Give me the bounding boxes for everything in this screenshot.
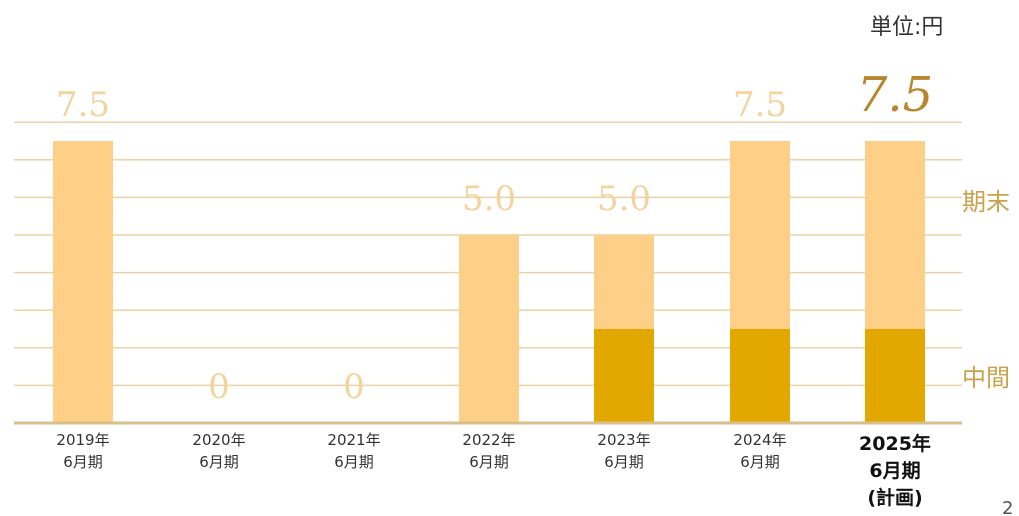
x-tick-label: 6月期: [199, 453, 239, 471]
x-tick-label: (計画): [867, 486, 922, 509]
bar-year-end: [594, 235, 654, 329]
total-label: 5.0: [597, 179, 651, 219]
total-label: 5.0: [462, 179, 516, 219]
x-tick-label: 2021年: [327, 431, 380, 449]
x-tick-label: 6月期: [334, 453, 374, 471]
x-tick-label: 6月期: [63, 453, 103, 471]
x-tick-label: 2019年: [56, 431, 109, 449]
legend: 期末 中間: [962, 188, 1010, 392]
total-label: 7.5: [733, 85, 787, 125]
legend-label-interim: 中間: [962, 364, 1010, 392]
bar-year-end: [53, 141, 113, 423]
bar-year-end: [730, 141, 790, 329]
x-tick-label: 2024年: [733, 431, 786, 449]
x-tick-label: 6月期: [469, 453, 509, 471]
x-axis-ticks: 2019年 6月期 2020年 6月期 2021年 6月期 2022年 6月期 2023年 6月期…: [56, 431, 931, 509]
x-tick-label: 6月期: [740, 453, 780, 471]
bar-interim: [594, 329, 654, 423]
bar-interim: [730, 329, 790, 423]
bars: [53, 141, 925, 423]
page-number: 2: [1002, 498, 1013, 516]
legend-label-year-end: 期末: [962, 188, 1010, 216]
x-tick-label: 2022年: [462, 431, 515, 449]
bar-year-end: [459, 235, 519, 423]
total-label: 0: [208, 367, 230, 407]
bar-interim: [865, 329, 925, 423]
x-tick-label: 2023年: [597, 431, 650, 449]
total-label: 7.5: [56, 85, 110, 125]
total-label: 7.5: [857, 67, 933, 123]
x-tick-label: 6月期: [604, 453, 644, 471]
x-tick-label: 2025年: [859, 432, 931, 455]
x-tick-label: 2020年: [192, 431, 245, 449]
bar-year-end: [865, 141, 925, 329]
total-labels: 7.5 0 0 5.0 5.0 7.5 7.5: [56, 67, 933, 407]
unit-label: 単位:円: [870, 15, 943, 40]
total-label: 0: [343, 367, 365, 407]
x-tick-label: 6月期: [869, 460, 920, 482]
